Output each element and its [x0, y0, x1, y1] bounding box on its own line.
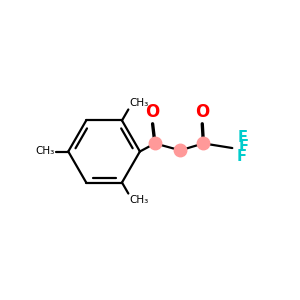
Text: CH₃: CH₃: [35, 146, 54, 157]
Text: F: F: [238, 139, 248, 154]
Text: O: O: [146, 103, 160, 121]
Text: CH₃: CH₃: [130, 195, 149, 206]
Text: F: F: [236, 148, 246, 164]
Text: CH₃: CH₃: [130, 98, 149, 108]
Text: O: O: [195, 103, 209, 121]
Text: F: F: [237, 130, 248, 145]
